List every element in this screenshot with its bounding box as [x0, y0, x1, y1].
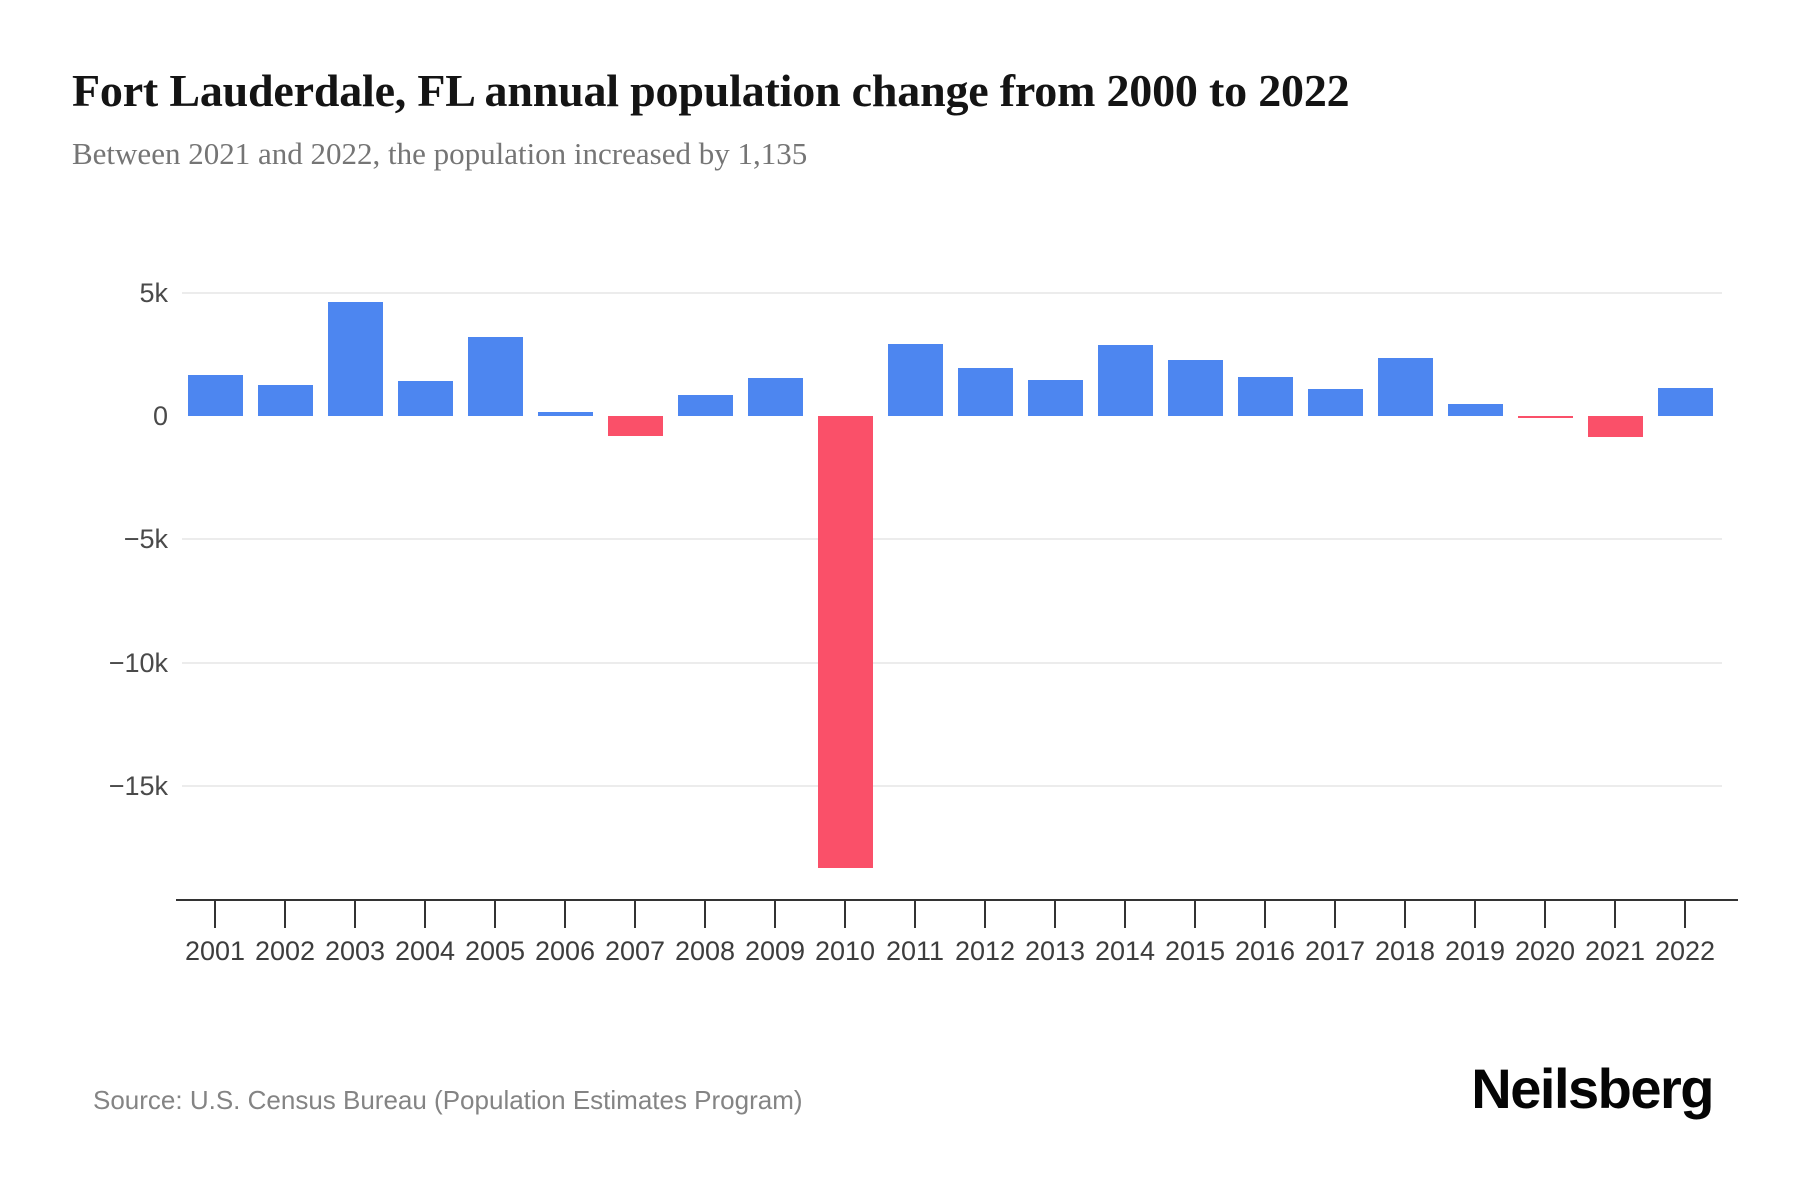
- page-subtitle: Between 2021 and 2022, the population in…: [72, 136, 808, 171]
- x-tick-2020: [1544, 901, 1546, 928]
- bar-2008: [677, 394, 733, 416]
- y-axis-label-−5k: −5k: [123, 524, 168, 555]
- x-tick-2021: [1614, 901, 1616, 928]
- x-axis-label-2010: 2010: [814, 936, 876, 966]
- x-axis-label-2003: 2003: [324, 936, 386, 966]
- x-tick-2017: [1334, 901, 1336, 928]
- bar-2007: [607, 416, 663, 436]
- x-tick-2009: [774, 901, 776, 928]
- bar-2006: [537, 412, 593, 416]
- y-axis-label-0: 0: [152, 401, 168, 431]
- x-axis-label-2020: 2020: [1514, 936, 1576, 966]
- x-axis-label-2021: 2021: [1584, 936, 1646, 966]
- x-axis-label-2001: 2001: [184, 936, 246, 966]
- bar-2020: [1517, 416, 1573, 418]
- bar-2002: [257, 384, 313, 416]
- brand-logo: Neilsberg: [1471, 1057, 1714, 1120]
- bar-2012: [957, 367, 1013, 416]
- bar-2017: [1307, 389, 1363, 416]
- bar-2003: [327, 301, 383, 416]
- x-tick-2018: [1404, 901, 1406, 928]
- gridline-5k: [182, 291, 1722, 294]
- x-axis-label-2011: 2011: [885, 936, 945, 966]
- x-axis-label-2009: 2009: [744, 936, 806, 966]
- x-axis-label-2022: 2022: [1654, 936, 1716, 966]
- source-note: Source: U.S. Census Bureau (Population E…: [93, 1085, 803, 1115]
- x-axis-label-2014: 2014: [1094, 936, 1156, 966]
- bar-2009: [747, 377, 803, 416]
- x-tick-2010: [844, 901, 846, 928]
- bar-2013: [1027, 380, 1083, 416]
- x-tick-2002: [284, 901, 286, 928]
- x-tick-2001: [214, 901, 216, 928]
- x-tick-2022: [1684, 901, 1686, 928]
- x-axis-label-2017: 2017: [1304, 936, 1366, 966]
- bar-2011: [887, 344, 943, 416]
- bar-2014: [1097, 345, 1153, 416]
- x-axis-label-2006: 2006: [534, 936, 596, 966]
- x-tick-2015: [1194, 901, 1196, 928]
- x-tick-2011: [914, 901, 916, 928]
- x-tick-2004: [424, 901, 426, 928]
- x-tick-2005: [494, 901, 496, 928]
- x-tick-2003: [354, 901, 356, 928]
- x-axis-label-2016: 2016: [1234, 936, 1296, 966]
- x-tick-2012: [984, 901, 986, 928]
- bar-2019: [1447, 404, 1503, 416]
- y-axis-label-−15k: −15k: [108, 771, 168, 802]
- bar-2022: [1657, 387, 1713, 416]
- x-tick-2019: [1474, 901, 1476, 928]
- x-axis-label-2004: 2004: [394, 936, 456, 966]
- gridline-−5k: [182, 538, 1722, 541]
- gridline-−15k: [182, 785, 1722, 788]
- x-axis-label-2012: 2012: [954, 936, 1016, 966]
- x-axis-label-2005: 2005: [464, 936, 526, 966]
- x-axis-line: [176, 899, 1738, 901]
- y-axis-label-5k: 5k: [139, 277, 168, 308]
- gridline-−10k: [182, 661, 1722, 664]
- bar-2021: [1587, 416, 1643, 437]
- x-axis-label-2007: 2007: [604, 936, 666, 966]
- bar-2005: [467, 337, 523, 416]
- x-axis-label-2018: 2018: [1374, 936, 1436, 966]
- x-axis-label-2002: 2002: [254, 936, 316, 966]
- x-tick-2008: [704, 901, 706, 928]
- x-axis-label-2019: 2019: [1444, 936, 1506, 966]
- bar-2001: [187, 375, 243, 416]
- x-tick-2007: [634, 901, 636, 928]
- x-axis-label-2008: 2008: [674, 936, 736, 966]
- x-tick-2014: [1124, 901, 1126, 928]
- x-tick-2016: [1264, 901, 1266, 928]
- bar-2010: [817, 416, 873, 868]
- page-title: Fort Lauderdale, FL annual population ch…: [72, 65, 1350, 116]
- x-tick-2006: [564, 901, 566, 928]
- bar-2016: [1237, 377, 1293, 416]
- x-axis-label-2013: 2013: [1024, 936, 1086, 966]
- bar-2004: [397, 380, 453, 416]
- bar-2018: [1377, 358, 1433, 416]
- bar-2015: [1167, 359, 1223, 416]
- x-axis-label-2015: 2015: [1164, 936, 1226, 966]
- y-axis-label-−10k: −10k: [108, 647, 168, 678]
- x-tick-2013: [1054, 901, 1056, 928]
